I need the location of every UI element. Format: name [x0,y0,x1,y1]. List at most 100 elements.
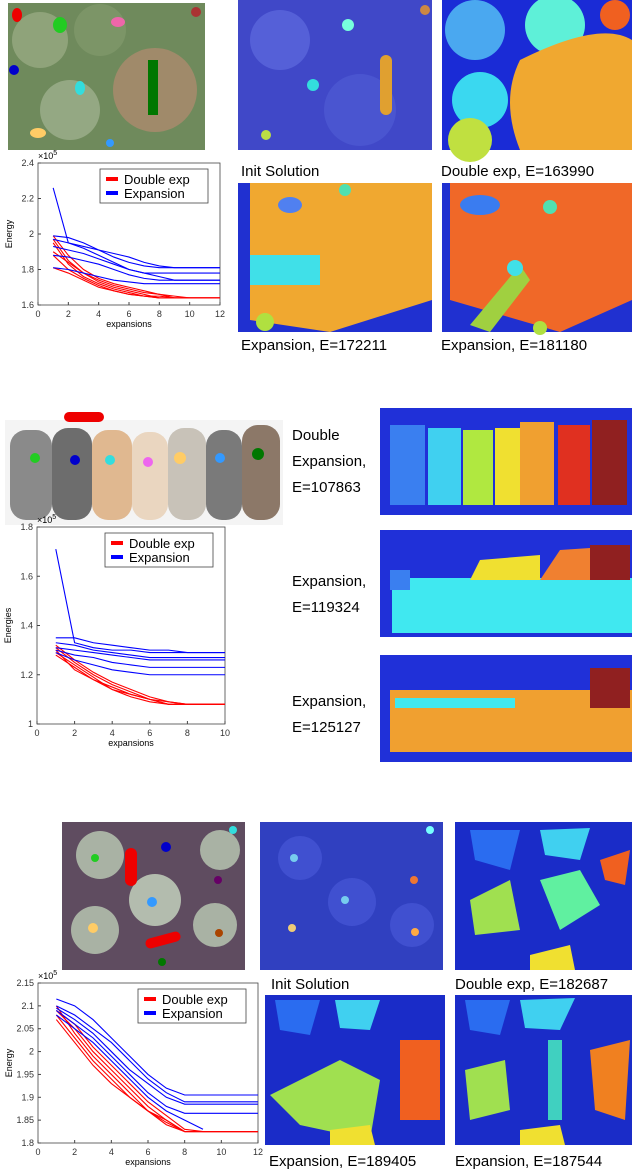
caption: E=119324 [292,599,360,616]
x-axis-label: expansions [125,1157,171,1167]
legend-label: Double exp [129,536,195,551]
line-series [55,652,225,676]
line-series [53,235,220,269]
y-tick-label: 1.4 [20,621,33,631]
x-tick-label: 8 [182,1147,187,1157]
x-tick-label: 6 [147,728,152,738]
legend [104,532,214,568]
x-tick-label: 6 [126,309,131,319]
y-offset-text: ×105 [38,970,57,981]
x-tick-label: 2 [66,309,71,319]
x-tick-label: 12 [253,1147,263,1157]
line-series [55,642,225,659]
line-series [55,649,225,668]
line-series [55,647,225,661]
x-tick-label: 10 [185,309,195,319]
caption: Expansion, E=172211 [241,337,387,354]
line-series [56,1007,258,1105]
legend-label: Expansion [162,1006,223,1021]
x-tick-label: 4 [109,1147,114,1157]
y-offset-text: ×105 [37,514,56,525]
y-axis-label: Energies [3,607,13,643]
y-tick-label: 2.4 [21,158,34,168]
caption: Expansion, E=181180 [441,337,587,354]
y-tick-label: 1 [28,719,33,729]
x-tick-label: 4 [110,728,115,738]
segmentation-image [380,655,632,762]
caption: Expansion, [292,573,366,590]
caption: Double exp, E=163990 [441,163,594,180]
x-tick-label: 6 [145,1147,150,1157]
y-tick-label: 2.1 [21,1001,34,1011]
segmentation-image [260,822,443,970]
y-tick-label: 2.15 [16,978,34,988]
caption: Double [292,427,340,444]
y-tick-label: 1.8 [20,522,33,532]
y-tick-label: 1.2 [20,670,33,680]
x-tick-label: 10 [216,1147,226,1157]
x-tick-label: 10 [220,728,230,738]
y-offset-exponent: 5 [53,150,57,157]
x-tick-label: 0 [35,309,40,319]
legend-label: Double exp [124,172,190,187]
line-series [56,1005,258,1103]
legend-label: Double exp [162,992,228,1007]
y-offset-text: ×105 [38,150,57,161]
segmentation-image [455,822,632,970]
x-tick-label: 8 [185,728,190,738]
photo [8,3,205,150]
y-tick-label: 2.05 [16,1024,34,1034]
x-tick-label: 2 [72,728,77,738]
segmentation-image [238,183,432,332]
caption: Expansion, [292,693,366,710]
segmentation-image [265,995,445,1145]
y-offset-exponent: 5 [53,970,57,977]
line-series [55,654,225,705]
y-tick-label: 1.85 [16,1115,34,1125]
y-offset-exponent: 5 [52,514,56,521]
segmentation-image [380,530,632,637]
x-tick-label: 0 [35,1147,40,1157]
line-series [55,637,225,654]
caption: Init Solution [271,976,349,993]
x-axis-label: expansions [106,319,152,329]
caption: Double exp, E=182687 [455,976,608,993]
y-axis-label: Energy [4,1048,14,1077]
segmentation-image [238,0,432,150]
photo [5,412,283,525]
line-series [53,267,220,285]
x-tick-label: 8 [157,309,162,319]
y-tick-label: 1.8 [21,265,34,275]
x-tick-label: 2 [72,1147,77,1157]
legend-label: Expansion [129,550,190,565]
legend [137,988,247,1024]
x-axis-label: expansions [108,738,154,748]
y-tick-label: 2.2 [21,194,34,204]
caption: E=125127 [292,719,361,736]
line-series [56,1014,204,1130]
y-axis-label: Energy [4,219,14,248]
legend [99,168,209,204]
caption: Expansion, E=189405 [269,1153,416,1170]
line-series [56,1009,258,1114]
x-tick-label: 0 [34,728,39,738]
y-tick-label: 1.6 [20,571,33,581]
line-series [55,1019,258,1133]
caption: Expansion, E=187544 [455,1153,602,1170]
x-tick-label: 4 [96,309,101,319]
line-series [52,235,220,299]
x-tick-label: 12 [215,309,225,319]
legend-label: Expansion [124,186,185,201]
caption: Init Solution [241,163,319,180]
line-series [53,254,220,281]
segmentation-image [442,183,632,335]
segmentation-image [455,995,632,1145]
y-tick-label: 1.95 [16,1069,34,1079]
y-tick-label: 1.9 [21,1092,34,1102]
caption: Expansion, [292,453,366,470]
line-series [56,998,258,1096]
photo [62,822,245,970]
segmentation-image [380,408,632,515]
caption: E=107863 [292,479,361,496]
